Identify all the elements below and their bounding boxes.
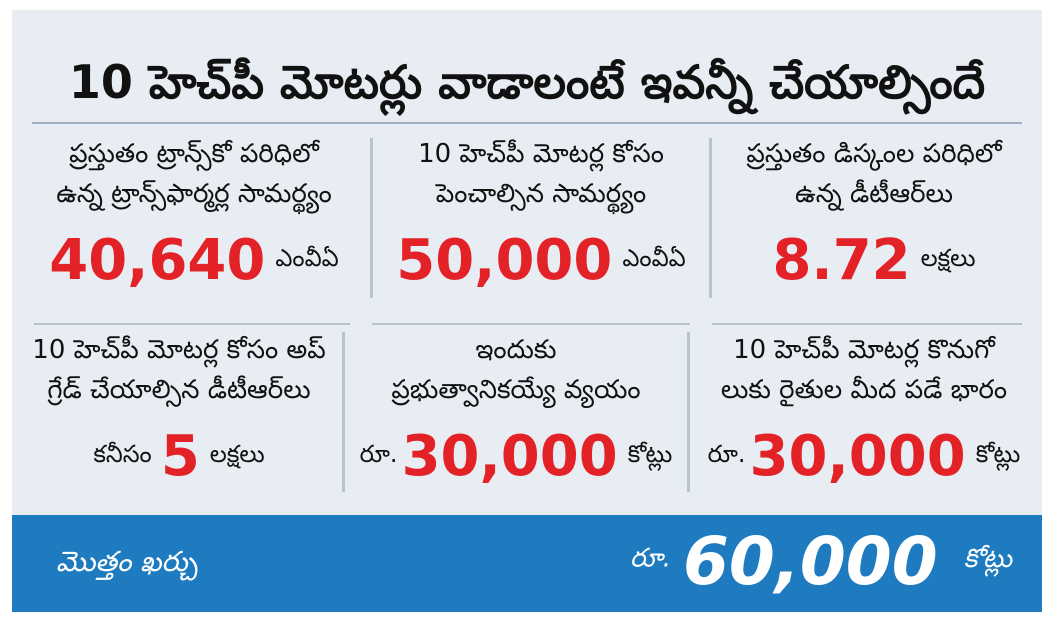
stat-value-line: 8.72 లక్షలు <box>716 228 1032 293</box>
total-cost-unit: కోట్లు <box>963 543 1012 574</box>
stat-desc-line: లుకు రైతుల మీద పడే భారం <box>720 375 1008 405</box>
stat-value-line: 40,640 ఎంవీఏ <box>24 228 364 293</box>
stat-value-line: కనీసం 5 లక్షలు <box>20 424 338 489</box>
title-divider <box>32 122 1022 124</box>
stat-value-line: రూ.30,000 కోట్లు <box>694 424 1034 489</box>
stat-farmers-burden: 10 హెచ్‌పీ మోటర్ల కొనుగో లుకు రైతుల మీద … <box>694 330 1034 489</box>
column-divider <box>709 138 712 298</box>
stat-unit: కోట్లు <box>627 439 673 468</box>
row-divider <box>372 323 690 325</box>
stat-required-capacity: 10 హెచ్‌పీ మోటర్ల కోసం పెంచాల్సిన సామర్థ… <box>378 134 704 293</box>
stat-desc-line: ఇందుకు <box>475 335 557 365</box>
stat-number: 30,000 <box>401 424 618 489</box>
stat-value-line: రూ.30,000 కోట్లు <box>348 424 684 489</box>
stat-value-line: 50,000 ఎంవీఏ <box>378 228 704 293</box>
stat-desc-line: ప్రస్తుతం ట్రాన్స్‌కో పరిధిలో <box>69 139 319 169</box>
total-cost-value-line: రూ. 60,000 కోట్లు <box>630 523 1012 600</box>
stat-unit: ఎంవీఏ <box>275 243 339 272</box>
stat-desc-line: గ్రేడ్ చేయాల్సిన డీటీఆర్‌లు <box>47 375 311 405</box>
stat-unit: ఎంవీఏ <box>622 243 686 272</box>
stat-prefix: కనీసం <box>93 439 152 468</box>
column-divider <box>370 138 373 298</box>
stat-desc-line: ప్రభుత్వానికయ్యే వ్యయం <box>391 375 641 405</box>
stat-unit: లక్షలు <box>920 243 976 272</box>
total-cost-bar: మొత్తం ఖర్చు రూ. 60,000 కోట్లు <box>12 515 1042 612</box>
column-divider <box>687 332 690 492</box>
row-divider <box>712 323 1022 325</box>
stat-desc-line: ప్రస్తుతం డిస్కంల పరిధిలో <box>746 139 1002 169</box>
stat-desc-line: ఉన్న డీటీఆర్‌లు <box>795 179 953 209</box>
stat-number: 40,640 <box>49 228 266 293</box>
stat-number: 30,000 <box>749 424 966 489</box>
infographic-card: 10 హెచ్‌పీ మోటర్లు వాడాలంటే ఇవన్నీ చేయాల… <box>12 10 1042 612</box>
stat-unit: లక్షలు <box>209 439 265 468</box>
stat-transco-capacity: ప్రస్తుతం ట్రాన్స్‌కో పరిధిలో ఉన్న ట్రాన… <box>24 134 364 293</box>
stat-number: 5 <box>160 424 200 489</box>
column-divider <box>342 332 345 492</box>
stat-number: 50,000 <box>396 228 613 293</box>
stat-desc-line: 10 హెచ్‌పీ మోటర్ల కోసం <box>418 139 664 169</box>
stat-unit: కోట్లు <box>975 439 1021 468</box>
total-cost-prefix: రూ. <box>629 543 671 574</box>
stat-discom-dtrs: ప్రస్తుతం డిస్కంల పరిధిలో ఉన్న డీటీఆర్‌ల… <box>716 134 1032 293</box>
stat-desc-line: 10 హెచ్‌పీ మోటర్ల కోసం అప్ <box>32 335 326 365</box>
stat-upgrade-dtrs: 10 హెచ్‌పీ మోటర్ల కోసం అప్ గ్రేడ్ చేయాల్… <box>20 330 338 489</box>
stat-prefix: రూ. <box>707 439 746 468</box>
stat-desc-line: పెంచాల్సిన సామర్థ్యం <box>435 179 647 209</box>
total-cost-label: మొత్తం ఖర్చు <box>56 545 198 578</box>
stat-number: 8.72 <box>772 228 911 293</box>
total-cost-number: 60,000 <box>682 523 938 600</box>
stat-desc-line: 10 హెచ్‌పీ మోటర్ల కొనుగో <box>733 335 995 365</box>
row-divider <box>34 323 350 325</box>
stat-desc-line: ఉన్న ట్రాన్స్‌ఫార్మర్ల సామర్థ్యం <box>56 179 332 209</box>
stat-govt-expense: ఇందుకు ప్రభుత్వానికయ్యే వ్యయం రూ.30,000 క… <box>348 330 684 489</box>
infographic-title: 10 హెచ్‌పీ మోటర్లు వాడాలంటే ఇవన్నీ చేయాల… <box>68 55 986 109</box>
stat-prefix: రూ. <box>359 439 398 468</box>
